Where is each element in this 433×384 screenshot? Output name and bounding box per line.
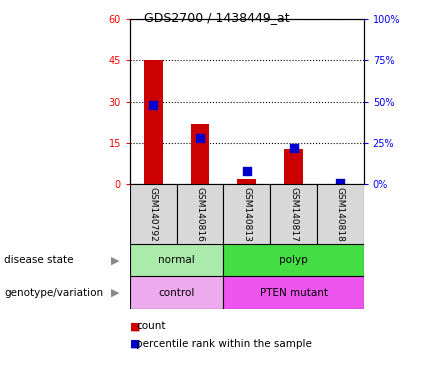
Bar — [191, 124, 210, 184]
Text: disease state: disease state — [4, 255, 74, 265]
Bar — [284, 149, 303, 184]
Point — [290, 145, 297, 151]
Text: ■: ■ — [130, 339, 140, 349]
Bar — [223, 276, 364, 309]
Bar — [130, 244, 223, 276]
Text: control: control — [158, 288, 195, 298]
Text: GSM140816: GSM140816 — [196, 187, 204, 242]
Bar — [237, 179, 256, 184]
Text: normal: normal — [158, 255, 195, 265]
Bar — [130, 276, 223, 309]
Text: GSM140792: GSM140792 — [149, 187, 158, 242]
Point — [150, 102, 157, 108]
Bar — [317, 184, 364, 244]
Bar — [270, 184, 317, 244]
Text: GSM140818: GSM140818 — [336, 187, 345, 242]
Text: polyp: polyp — [279, 255, 308, 265]
Bar — [223, 184, 270, 244]
Bar — [130, 184, 177, 244]
Text: GSM140813: GSM140813 — [242, 187, 251, 242]
Text: GSM140817: GSM140817 — [289, 187, 298, 242]
Text: ▶: ▶ — [110, 255, 119, 265]
Text: ■: ■ — [130, 321, 140, 331]
Bar — [223, 244, 364, 276]
Text: percentile rank within the sample: percentile rank within the sample — [136, 339, 312, 349]
Text: genotype/variation: genotype/variation — [4, 288, 103, 298]
Point — [197, 135, 204, 141]
Text: PTEN mutant: PTEN mutant — [259, 288, 328, 298]
Point — [243, 168, 250, 174]
Text: ▶: ▶ — [110, 288, 119, 298]
Text: GDS2700 / 1438449_at: GDS2700 / 1438449_at — [144, 12, 289, 25]
Point — [337, 180, 344, 186]
Bar — [144, 61, 163, 184]
Text: count: count — [136, 321, 166, 331]
Bar — [177, 184, 223, 244]
